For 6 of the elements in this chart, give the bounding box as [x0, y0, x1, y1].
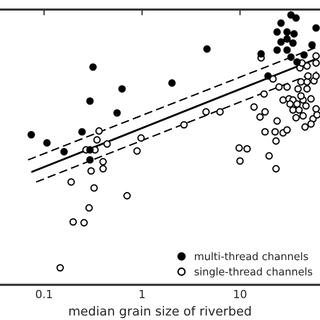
x-tick-label: 1 [140, 290, 145, 298]
x-tick-label: 10 [234, 290, 246, 298]
legend-label: multi-thread channels [194, 252, 308, 260]
legend-label: single-thread channels [194, 267, 312, 278]
x-axis-title: median grain size of riverbed [69, 306, 251, 318]
x-tick-label: 0.1 [36, 290, 52, 298]
